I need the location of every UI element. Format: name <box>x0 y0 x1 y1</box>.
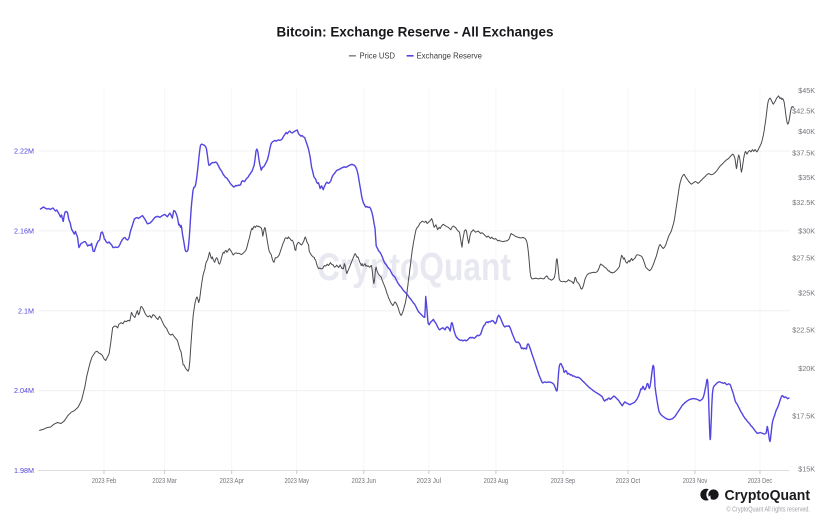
svg-text:2.22M: 2.22M <box>14 147 34 156</box>
svg-text:2.04M: 2.04M <box>14 386 34 395</box>
svg-text:$42.5K: $42.5K <box>792 107 815 116</box>
svg-text:2.1M: 2.1M <box>18 306 34 315</box>
svg-text:2023 Aug: 2023 Aug <box>484 476 509 485</box>
svg-text:2.16M: 2.16M <box>14 226 34 235</box>
svg-text:2023 May: 2023 May <box>284 476 309 485</box>
svg-text:2023 Oct: 2023 Oct <box>616 476 641 485</box>
svg-text:$17.5K: $17.5K <box>792 412 815 421</box>
svg-text:2023 Jul: 2023 Jul <box>417 476 442 485</box>
svg-text:1.98M: 1.98M <box>14 466 34 475</box>
svg-text:Exchange Reserve: Exchange Reserve <box>417 51 483 61</box>
svg-text:$20K: $20K <box>798 364 815 373</box>
svg-text:$32.5K: $32.5K <box>792 198 815 207</box>
svg-text:2023 Feb: 2023 Feb <box>92 476 117 485</box>
svg-text:2023 Jun: 2023 Jun <box>352 476 377 485</box>
svg-text:$15K: $15K <box>798 465 815 474</box>
svg-text:$37.5K: $37.5K <box>792 149 815 158</box>
svg-text:CryptoQuant: CryptoQuant <box>317 246 511 289</box>
svg-text:2023 Mar: 2023 Mar <box>152 476 177 485</box>
svg-text:2023 Nov: 2023 Nov <box>683 476 708 485</box>
svg-text:$45K: $45K <box>798 86 815 95</box>
svg-text:2023 Sep: 2023 Sep <box>551 476 576 485</box>
svg-text:2023 Apr: 2023 Apr <box>219 476 244 485</box>
svg-text:$25K: $25K <box>798 289 815 298</box>
svg-text:© CryptoQuant All rights reser: © CryptoQuant All rights reserved. <box>727 506 811 514</box>
svg-text:Bitcoin: Exchange Reserve - Al: Bitcoin: Exchange Reserve - All Exchange… <box>277 24 554 40</box>
svg-text:$40K: $40K <box>798 127 815 136</box>
svg-text:CryptoQuant: CryptoQuant <box>725 487 811 504</box>
svg-text:$35K: $35K <box>798 173 815 182</box>
svg-text:Price USD: Price USD <box>360 51 396 61</box>
svg-text:$27.5K: $27.5K <box>792 254 815 263</box>
svg-text:$22.5K: $22.5K <box>792 326 815 335</box>
svg-text:$30K: $30K <box>798 227 815 236</box>
svg-text:2023 Dec: 2023 Dec <box>748 476 773 485</box>
